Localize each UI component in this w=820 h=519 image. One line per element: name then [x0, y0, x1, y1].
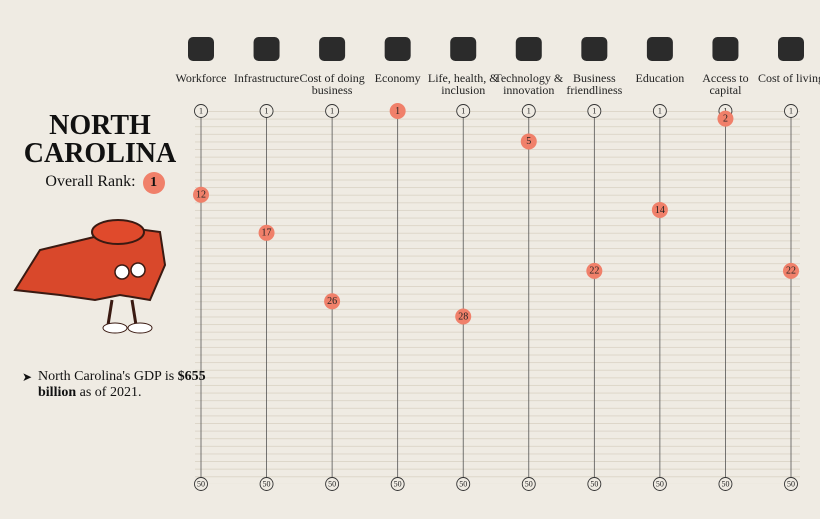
rank-dot [258, 224, 275, 241]
y-tick-label: 1 [527, 106, 531, 115]
rank-dot [651, 201, 668, 218]
value-label: 1 [395, 106, 400, 117]
category-icon [450, 37, 477, 61]
category-icon [384, 37, 411, 61]
category-label: Access to capital [702, 71, 749, 97]
tick-mark [587, 104, 602, 118]
category-label: Business friendliness [566, 71, 623, 97]
value-label: 17 [262, 228, 272, 239]
tick-mark [194, 477, 208, 491]
overall-rank: Overall Rank: 1 [20, 172, 190, 194]
category-label: Infrastructure [233, 71, 300, 85]
y-tick-label: 1 [461, 106, 465, 115]
category-icon [646, 37, 673, 61]
overall-rank-label: Overall Rank: [45, 173, 136, 190]
rank-dot [717, 110, 734, 127]
tick-mark [390, 477, 405, 491]
y-tick-label: 1 [330, 106, 334, 115]
value-label: 28 [458, 311, 468, 322]
tick-mark [456, 477, 471, 491]
tick-mark [456, 104, 471, 118]
tick-mark [325, 104, 340, 118]
y-tick-label: 1 [592, 106, 596, 115]
rank-dot [193, 186, 209, 203]
category-icon [188, 37, 214, 61]
category-icon [319, 37, 346, 61]
rank-dot [586, 262, 603, 279]
tick-mark [784, 104, 798, 118]
y-tick-label: 50 [197, 479, 205, 488]
mascot [13, 219, 167, 334]
rank-dot [520, 133, 537, 150]
rank-dot [324, 293, 341, 310]
value-label: 2 [723, 113, 728, 124]
category-label: Cost of living [757, 71, 820, 85]
category-label: Technology & innovation [494, 71, 564, 97]
category-icon [712, 37, 739, 61]
tick-mark [521, 104, 536, 118]
value-label: 22 [786, 266, 796, 277]
rank-dot [389, 103, 406, 119]
value-label: 12 [196, 190, 206, 201]
tick-mark [652, 477, 667, 491]
value-label: 22 [589, 266, 599, 277]
note: North Carolina's GDP is $655 billion as … [22, 369, 208, 401]
category-label: Education [635, 71, 685, 85]
value-label: 5 [526, 136, 531, 147]
tick-mark [259, 104, 274, 118]
y-tick-label: 50 [787, 479, 795, 488]
y-tick-label: 50 [394, 479, 402, 488]
rank-dot [455, 308, 472, 325]
category-label: Life, health, & inclusion [427, 71, 499, 97]
y-tick-label: 50 [263, 479, 271, 488]
y-tick-label: 50 [656, 479, 664, 488]
y-tick-label: 1 [265, 106, 269, 115]
category-icon [253, 37, 280, 61]
category-icon [515, 37, 542, 61]
value-label: 26 [327, 296, 337, 307]
value-label: 14 [655, 205, 665, 216]
category-icon [581, 37, 608, 61]
ruled-background [195, 111, 800, 484]
tick-mark [652, 104, 667, 118]
y-tick-label: 1 [199, 106, 203, 115]
tick-mark [259, 477, 274, 491]
tick-mark [718, 477, 733, 491]
note-text: North Carolina's GDP is [38, 369, 175, 384]
y-tick-label: 50 [721, 479, 729, 488]
tick-mark [784, 477, 798, 491]
note-text: as of 2021. [79, 385, 142, 400]
y-tick-label: 50 [459, 479, 467, 488]
category-label: Economy [374, 71, 421, 85]
y-tick-label: 1 [789, 106, 793, 115]
category-icon [778, 37, 804, 61]
tick-mark [194, 104, 208, 118]
tick-mark [521, 477, 536, 491]
y-tick-label: 50 [590, 479, 598, 488]
tick-mark [587, 477, 602, 491]
y-tick-label: 50 [328, 479, 336, 488]
rank-dot [783, 262, 799, 279]
y-tick-label: 1 [658, 106, 662, 115]
tick-mark [325, 477, 340, 491]
note-bold: $655 billion [38, 369, 206, 400]
title: NORTH CAROLINA [23, 110, 177, 169]
y-tick-label: 50 [525, 479, 533, 488]
overall-rank-value: 1 [142, 172, 165, 194]
category-label: Cost of doing business [299, 71, 365, 97]
category-label: Workforce [175, 71, 227, 85]
